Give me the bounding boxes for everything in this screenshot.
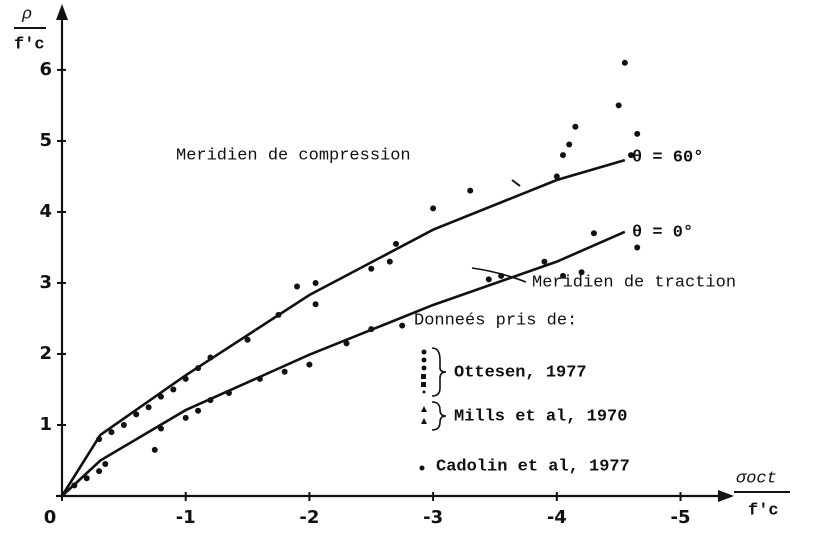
curve-name: Meridien de traction	[532, 273, 736, 292]
curve-label: θ = 0°	[632, 223, 693, 242]
y-tick-label: 5	[39, 130, 52, 151]
legend-entry: Ottesen, 1977	[454, 363, 587, 382]
data-point	[467, 187, 474, 194]
data-point	[157, 393, 164, 400]
legend-icons	[419, 349, 427, 471]
data-point	[634, 244, 641, 251]
x-tick-label: -1	[176, 507, 196, 528]
x-label-num: σoct	[736, 469, 777, 488]
legend-entry: Cadolin et al, 1977	[436, 457, 630, 476]
data-point	[281, 368, 288, 375]
legend-bracket	[431, 401, 447, 431]
y-label-num: ρ	[21, 5, 32, 24]
data-point	[386, 258, 393, 265]
data-point	[399, 322, 406, 329]
curve-name: Meridien de compression	[176, 146, 411, 165]
data-point	[430, 205, 437, 212]
data-point	[170, 386, 177, 393]
data-point	[621, 59, 628, 66]
data-point	[195, 407, 202, 414]
data-point	[560, 152, 566, 159]
meridian-curve	[61, 230, 626, 497]
data-point	[578, 269, 585, 276]
data-point	[102, 461, 109, 468]
data-point	[182, 414, 189, 421]
y-label-den: f'c	[14, 35, 45, 54]
y-tick-label: 3	[39, 272, 52, 293]
data-point	[485, 276, 492, 283]
data-point	[195, 365, 202, 372]
pointer	[511, 179, 521, 187]
legend-entry: Mills et al, 1970	[454, 407, 627, 426]
data-point	[207, 354, 214, 361]
x-tick-label: -4	[547, 507, 567, 528]
y-arrow	[56, 4, 68, 20]
data-point	[541, 258, 548, 265]
data-point	[256, 375, 263, 382]
data-point	[634, 130, 641, 137]
data-point	[368, 265, 375, 272]
data-point	[312, 301, 319, 308]
data-point	[560, 272, 566, 279]
curve-label: θ = 60°	[632, 148, 703, 167]
y-tick-label: 6	[39, 59, 52, 80]
data-point	[566, 141, 573, 148]
legend-title: Donneés pris de:	[414, 311, 577, 330]
data-point	[133, 411, 140, 418]
legend-bracket	[431, 347, 447, 397]
y-tick-label: 4	[39, 201, 52, 222]
data-point	[120, 421, 127, 428]
data-point	[207, 397, 214, 404]
y-tick-label: 1	[39, 414, 52, 435]
data-point	[96, 468, 103, 475]
data-point	[275, 311, 282, 318]
data-point	[572, 123, 579, 130]
data-point	[368, 326, 375, 333]
data-point	[343, 340, 350, 347]
x-tick-label: -3	[423, 507, 443, 528]
x-tick-label: -2	[299, 507, 319, 528]
data-point	[226, 390, 232, 397]
data-point	[83, 475, 90, 482]
data-point	[294, 283, 301, 290]
data-point	[71, 482, 78, 489]
data-point	[393, 240, 399, 247]
data-point	[615, 102, 622, 109]
data-point	[157, 425, 164, 432]
data-point	[498, 272, 505, 279]
x-arrow	[718, 490, 734, 502]
data-point	[108, 429, 115, 436]
x-tick-label: -5	[671, 507, 691, 528]
data-point	[244, 336, 251, 343]
data-point	[151, 446, 158, 453]
meridian-curve	[60, 158, 626, 497]
y-tick-label: 2	[39, 343, 52, 364]
data-point	[145, 404, 152, 411]
data-point	[182, 375, 189, 382]
data-point	[628, 152, 635, 159]
data-point	[553, 173, 560, 180]
data-point	[96, 436, 103, 443]
x-tick-label: 0	[44, 507, 57, 528]
data-point	[306, 361, 313, 368]
data-point	[590, 230, 597, 237]
x-label-den: f'c	[748, 501, 779, 520]
data-point	[312, 279, 319, 286]
